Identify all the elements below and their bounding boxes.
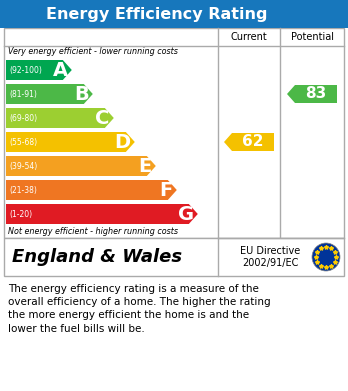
Text: 62: 62 xyxy=(242,135,264,149)
Text: A: A xyxy=(53,61,68,79)
Polygon shape xyxy=(6,156,156,176)
Text: (39-54): (39-54) xyxy=(9,161,37,170)
Text: Potential: Potential xyxy=(291,32,333,42)
Text: Current: Current xyxy=(231,32,267,42)
Polygon shape xyxy=(6,204,198,224)
Text: Very energy efficient - lower running costs: Very energy efficient - lower running co… xyxy=(8,47,178,57)
Text: (92-100): (92-100) xyxy=(9,66,42,75)
Text: Energy Efficiency Rating: Energy Efficiency Rating xyxy=(46,7,267,22)
Text: C: C xyxy=(95,108,110,127)
Text: B: B xyxy=(74,84,89,104)
Text: (81-91): (81-91) xyxy=(9,90,37,99)
Circle shape xyxy=(312,243,340,271)
Polygon shape xyxy=(6,180,177,200)
Text: The energy efficiency rating is a measure of the
overall efficiency of a home. T: The energy efficiency rating is a measur… xyxy=(8,284,271,334)
Text: 83: 83 xyxy=(306,86,327,102)
Text: (69-80): (69-80) xyxy=(9,113,37,122)
Text: England & Wales: England & Wales xyxy=(12,248,182,266)
Bar xyxy=(0,0,348,28)
Polygon shape xyxy=(6,60,72,80)
Text: Not energy efficient - higher running costs: Not energy efficient - higher running co… xyxy=(8,228,178,237)
Bar xyxy=(4,238,344,276)
Polygon shape xyxy=(287,85,337,103)
Text: (21-38): (21-38) xyxy=(9,185,37,194)
Text: G: G xyxy=(178,204,194,224)
Text: EU Directive: EU Directive xyxy=(240,246,300,256)
Polygon shape xyxy=(6,132,135,152)
Polygon shape xyxy=(224,133,274,151)
Text: (55-68): (55-68) xyxy=(9,138,37,147)
Text: F: F xyxy=(159,181,173,199)
Text: (1-20): (1-20) xyxy=(9,210,32,219)
Bar xyxy=(4,28,344,238)
Text: 2002/91/EC: 2002/91/EC xyxy=(242,258,298,268)
Text: D: D xyxy=(115,133,131,151)
Polygon shape xyxy=(6,84,93,104)
Text: E: E xyxy=(139,156,152,176)
Polygon shape xyxy=(6,108,114,128)
